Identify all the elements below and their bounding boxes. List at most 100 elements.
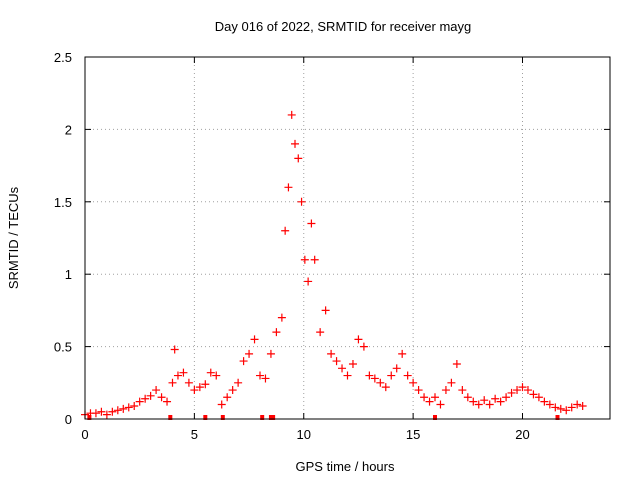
- data-point: [534, 393, 543, 402]
- rug-mark: [271, 415, 276, 420]
- rug-mark: [168, 415, 173, 420]
- data-point: [327, 349, 336, 358]
- data-point: [256, 371, 264, 380]
- data-point: [480, 396, 489, 405]
- rug-mark: [555, 415, 560, 420]
- data-point: [135, 397, 144, 406]
- data-point: [469, 397, 478, 406]
- data-point: [491, 394, 500, 403]
- data-point: [201, 380, 210, 389]
- data-point: [146, 391, 155, 400]
- data-point: [551, 403, 560, 412]
- rug-mark: [260, 415, 265, 420]
- data-point: [141, 394, 150, 403]
- y-tick-label: 0: [65, 412, 72, 427]
- data-point: [348, 359, 357, 368]
- data-point: [250, 335, 259, 344]
- data-point: [91, 409, 100, 418]
- data-point: [223, 393, 232, 402]
- data-point: [217, 400, 226, 409]
- data-point: [425, 397, 434, 406]
- data-point: [245, 349, 254, 358]
- data-point: [338, 364, 347, 373]
- data-point: [130, 401, 139, 410]
- data-point: [108, 407, 117, 416]
- data-point: [518, 383, 527, 392]
- data-point: [507, 388, 516, 397]
- data-point: [387, 371, 396, 380]
- x-tick-label: 15: [406, 427, 420, 442]
- rug-mark: [203, 415, 208, 420]
- x-tick-label: 20: [515, 427, 529, 442]
- x-tick-label: 10: [297, 427, 311, 442]
- data-point: [365, 371, 374, 380]
- data-point: [195, 383, 204, 392]
- data-point: [431, 393, 439, 402]
- data-point: [179, 368, 188, 377]
- data-markers: [81, 110, 587, 420]
- tick-labels: 0 5 10 15 20 0 0.5 1 1.5 2 2.5: [54, 50, 530, 442]
- x-tick-label: 0: [81, 427, 88, 442]
- data-point: [463, 393, 472, 402]
- data-point: [294, 154, 303, 163]
- data-point: [287, 110, 296, 119]
- x-tick-label: 5: [191, 427, 198, 442]
- data-point: [157, 393, 166, 402]
- y-tick-label: 2.5: [54, 50, 72, 65]
- data-point: [556, 404, 565, 413]
- data-point: [152, 386, 161, 395]
- data-point: [168, 378, 177, 387]
- data-point: [474, 400, 483, 409]
- data-point: [170, 345, 179, 354]
- data-point: [381, 383, 390, 392]
- grid-lines: [85, 57, 610, 419]
- data-point: [409, 378, 418, 387]
- data-point: [354, 335, 363, 344]
- data-point: [447, 378, 456, 387]
- data-point: [502, 393, 511, 402]
- data-point: [277, 313, 286, 322]
- data-point: [452, 359, 461, 368]
- data-point: [398, 349, 407, 358]
- x-axis-label: GPS time / hours: [296, 459, 395, 474]
- data-point: [441, 386, 450, 395]
- data-point: [184, 378, 193, 387]
- axes: [84, 56, 610, 420]
- data-point: [578, 401, 587, 410]
- data-point: [234, 378, 243, 387]
- data-point: [545, 400, 554, 409]
- y-axis-label: SRMTID / TECUs: [6, 186, 21, 289]
- data-point: [206, 368, 215, 377]
- data-point: [281, 226, 290, 235]
- data-point: [272, 328, 281, 337]
- data-point: [573, 400, 582, 409]
- data-point: [485, 400, 494, 409]
- data-point: [332, 357, 341, 366]
- data-point: [403, 371, 412, 380]
- data-point: [420, 393, 429, 402]
- data-point: [163, 397, 172, 406]
- data-point: [458, 386, 467, 395]
- data-point: [392, 364, 401, 373]
- data-point: [343, 371, 352, 380]
- data-point: [261, 374, 270, 383]
- data-point: [540, 397, 549, 406]
- data-point: [228, 386, 237, 395]
- data-point: [321, 306, 330, 315]
- data-point: [266, 349, 275, 358]
- chart-title: Day 016 of 2022, SRMTID for receiver may…: [215, 19, 472, 34]
- data-point: [414, 386, 423, 395]
- data-point: [124, 403, 133, 412]
- data-point: [376, 378, 385, 387]
- data-point: [513, 386, 522, 395]
- data-point: [496, 397, 505, 406]
- data-point: [119, 404, 128, 413]
- data-point: [529, 390, 538, 399]
- rug-mark: [433, 415, 437, 420]
- data-point: [310, 255, 319, 264]
- data-point: [291, 139, 299, 148]
- data-point: [523, 386, 532, 395]
- data-point: [307, 219, 316, 228]
